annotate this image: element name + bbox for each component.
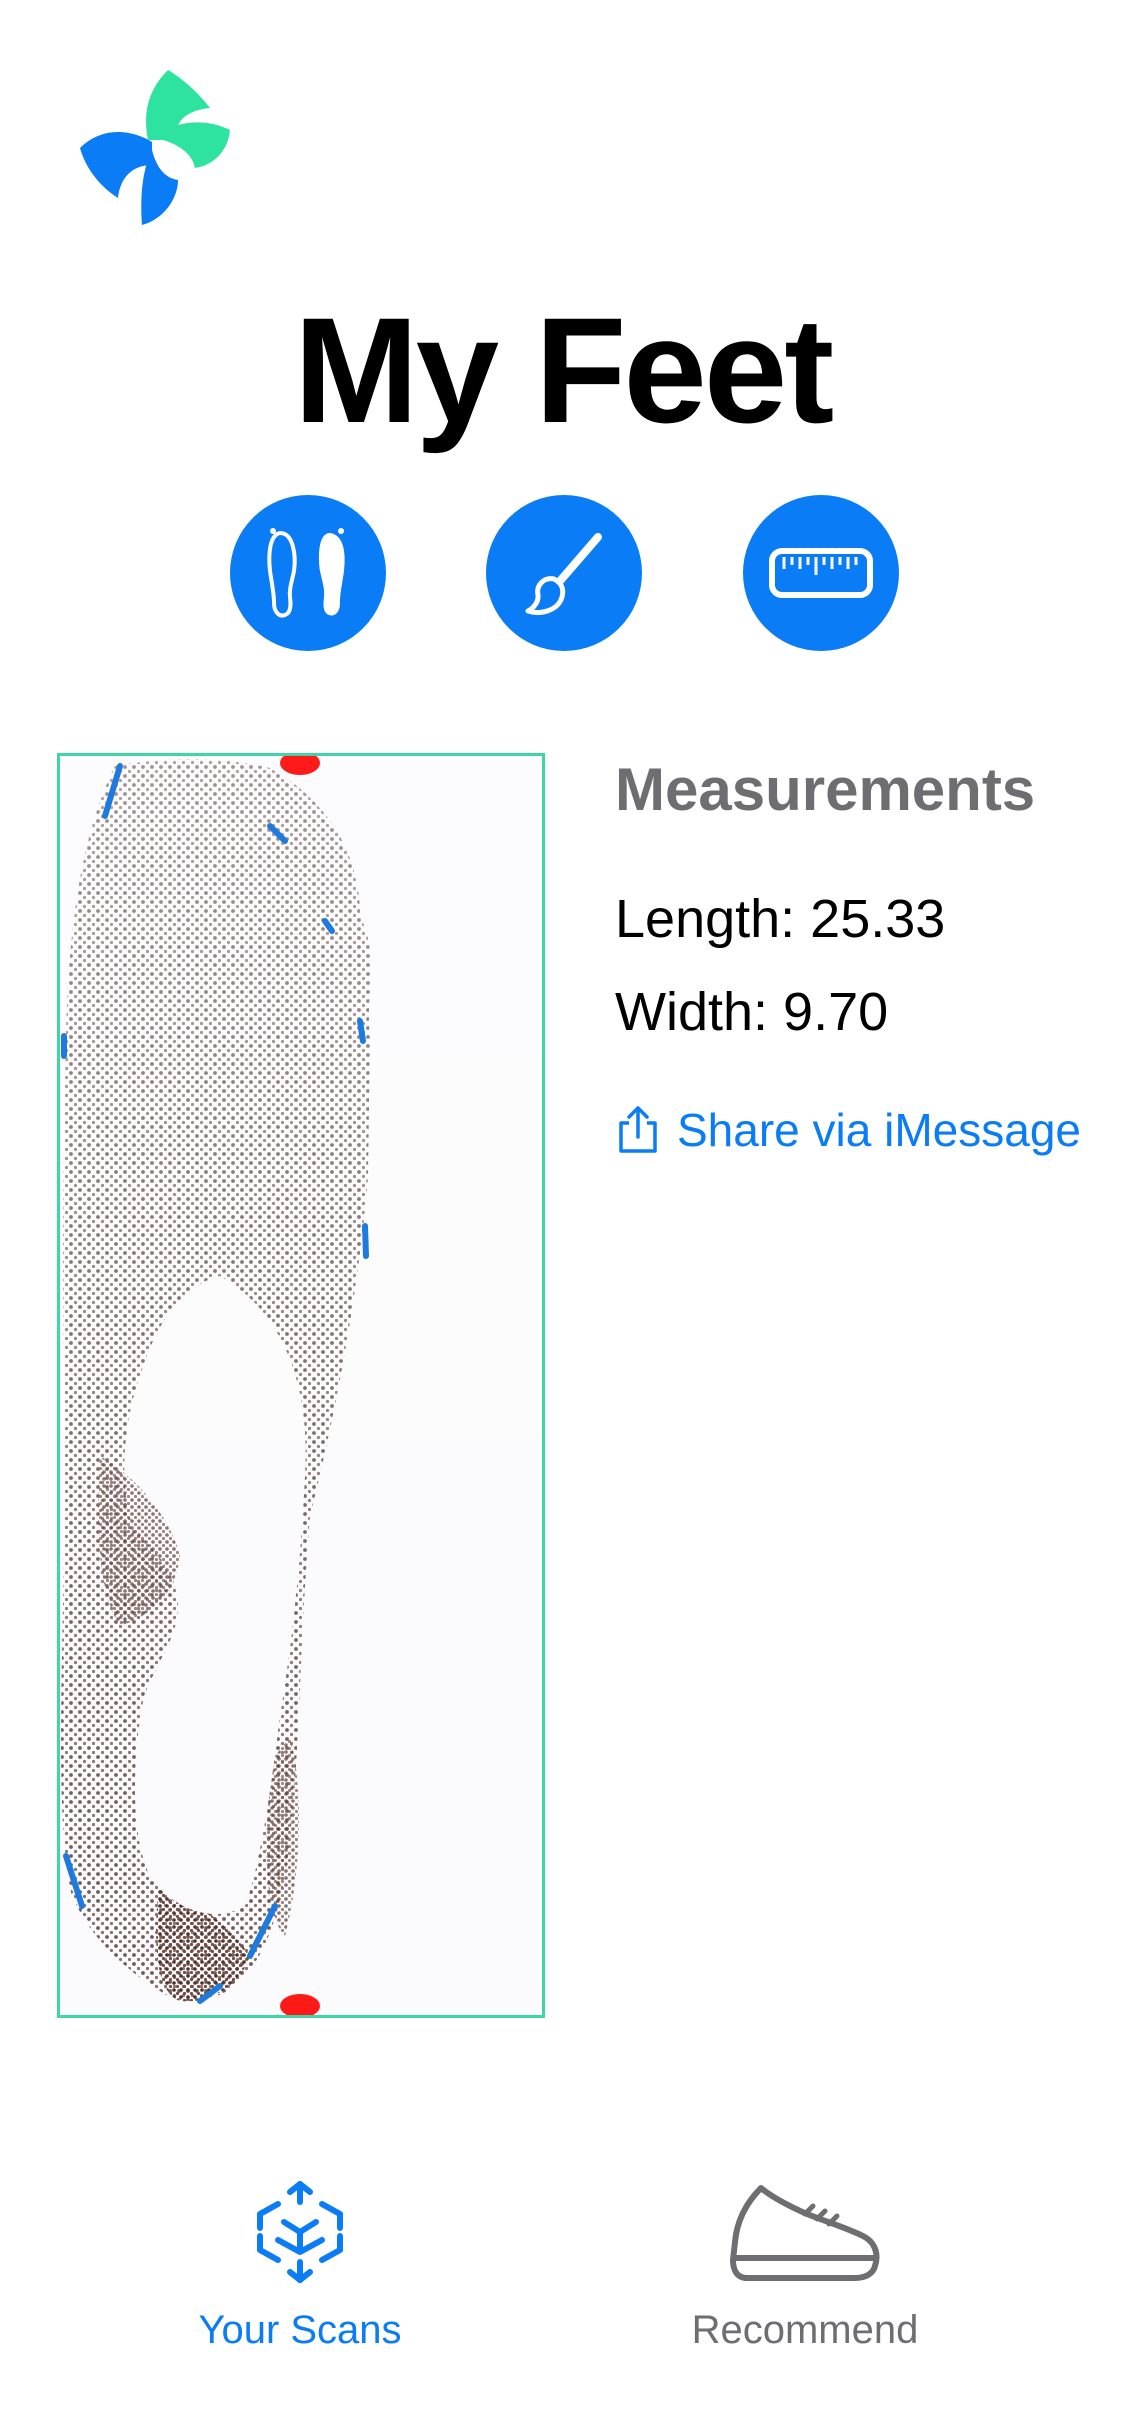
length-value: Length: 25.33 (615, 889, 946, 949)
tab-your-scans[interactable]: Your Scans (120, 2180, 480, 2354)
foot-scan-image (57, 753, 545, 2018)
measurements-title: Measurements (615, 756, 1036, 823)
scan-cube-icon (257, 2181, 343, 2283)
share-icon (619, 1106, 657, 1153)
share-label: Share via iMessage (677, 1104, 1081, 1156)
tab-recommend[interactable]: Recommend (625, 2180, 985, 2354)
sneaker-icon (730, 2185, 880, 2281)
paintbrush-button[interactable] (486, 495, 642, 651)
page-title: My Feet (293, 286, 834, 454)
width-value: Width: 9.70 (615, 982, 889, 1042)
share-imessage-link[interactable]: Share via iMessage (615, 1102, 1081, 1158)
paintbrush-icon (525, 533, 602, 615)
tab-your-scans-label: Your Scans (198, 2308, 402, 2352)
ruler-icon (769, 548, 873, 598)
feet-button[interactable] (230, 495, 386, 651)
tab-recommend-label: Recommend (691, 2308, 919, 2352)
app-logo (80, 70, 230, 225)
feet-icon (267, 528, 345, 618)
ruler-button[interactable] (743, 495, 899, 651)
